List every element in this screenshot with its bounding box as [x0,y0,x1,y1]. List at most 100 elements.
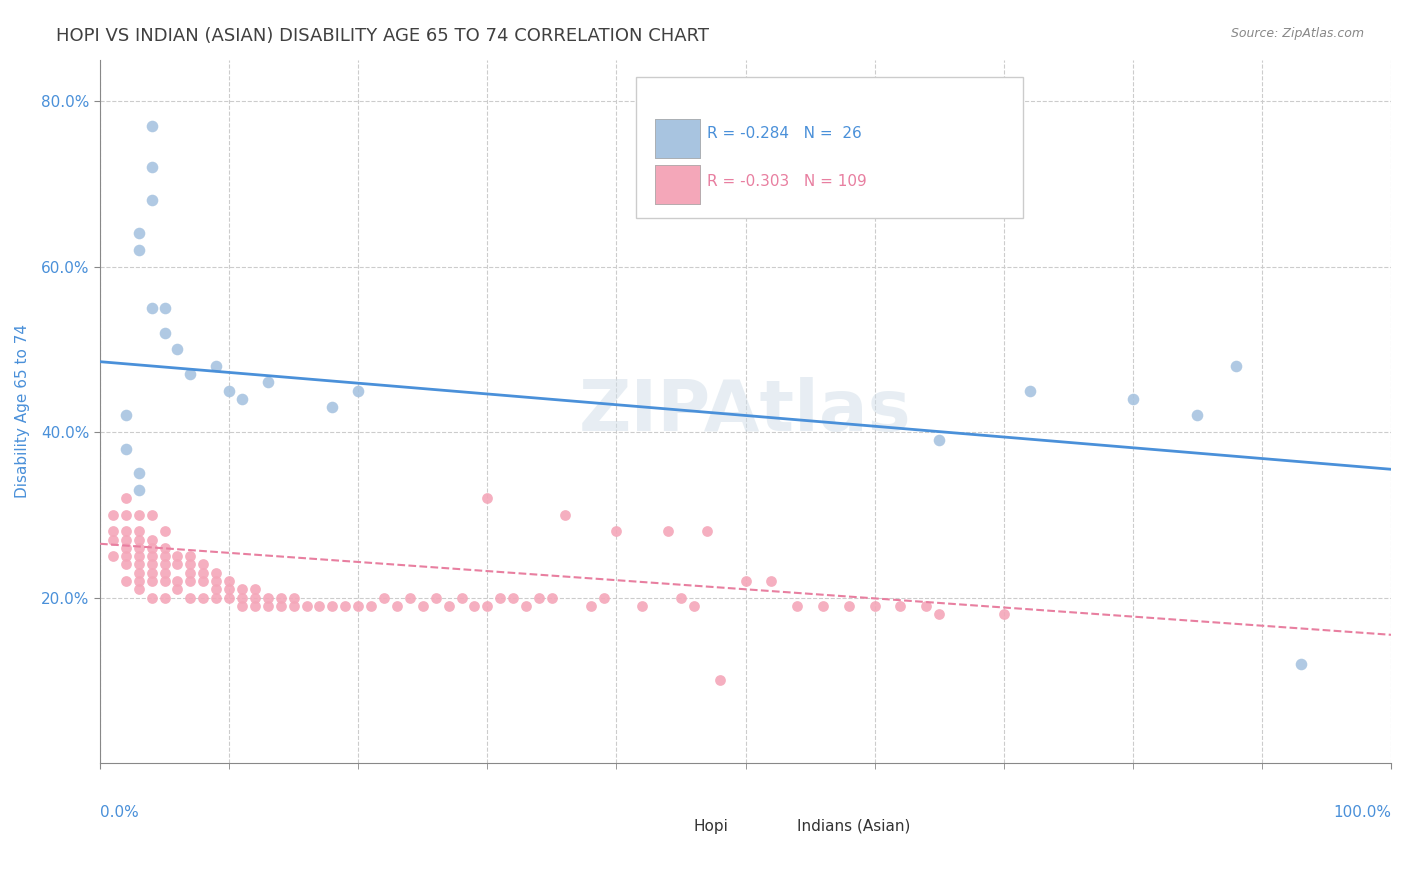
Point [863,599,886,613]
Point [153,524,176,539]
Point [115,409,138,423]
Point [257,591,280,605]
Text: 100.0%: 100.0% [1333,805,1391,821]
Point [218,384,240,398]
Point [179,591,201,605]
Point [683,599,706,613]
Point [141,549,163,564]
Point [128,508,150,522]
Point [1289,657,1312,671]
Point [166,549,188,564]
FancyBboxPatch shape [655,165,700,203]
Point [425,591,447,605]
Point [141,558,163,572]
Point [166,574,188,588]
Point [308,599,330,613]
Point [696,524,718,539]
Point [141,591,163,605]
Point [270,599,292,613]
Point [218,591,240,605]
Point [101,549,124,564]
Point [1225,359,1247,373]
Point [477,599,499,613]
Text: ZIPAtlas: ZIPAtlas [579,376,912,446]
Point [554,508,576,522]
Point [115,574,138,588]
Point [101,524,124,539]
Point [437,599,460,613]
Point [243,582,266,597]
Point [993,607,1015,621]
Point [450,591,472,605]
Point [166,582,188,597]
Point [243,591,266,605]
Point [205,359,228,373]
Point [270,591,292,605]
Point [243,599,266,613]
Point [205,574,228,588]
Point [193,566,215,580]
Point [141,194,163,208]
Point [101,533,124,547]
Point [399,591,422,605]
Point [128,558,150,572]
Text: Indians (Asian): Indians (Asian) [797,819,911,834]
Point [179,367,201,381]
Point [115,558,138,572]
Point [283,591,305,605]
Point [179,566,201,580]
Point [360,599,382,613]
Point [179,574,201,588]
Point [489,591,512,605]
Point [153,558,176,572]
Point [257,599,280,613]
Point [657,524,679,539]
FancyBboxPatch shape [758,817,790,837]
Point [889,599,911,613]
Point [373,591,395,605]
Text: Hopi: Hopi [695,819,728,834]
Point [101,508,124,522]
Point [141,533,163,547]
Point [412,599,434,613]
FancyBboxPatch shape [655,817,688,837]
Point [128,467,150,481]
Point [115,508,138,522]
Point [115,541,138,555]
Point [218,582,240,597]
Point [166,558,188,572]
Point [141,508,163,522]
Point [477,491,499,506]
Point [115,491,138,506]
Point [141,541,163,555]
Point [166,343,188,357]
Text: Source: ZipAtlas.com: Source: ZipAtlas.com [1230,27,1364,40]
Point [631,599,654,613]
Point [295,599,318,613]
FancyBboxPatch shape [655,120,700,158]
Text: HOPI VS INDIAN (ASIAN) DISABILITY AGE 65 TO 74 CORRELATION CHART: HOPI VS INDIAN (ASIAN) DISABILITY AGE 65… [56,27,709,45]
Point [128,533,150,547]
Point [761,574,783,588]
Point [128,541,150,555]
Point [527,591,550,605]
Point [928,607,950,621]
Point [193,591,215,605]
Point [838,599,860,613]
Point [321,401,343,415]
Point [915,599,938,613]
Point [115,533,138,547]
Point [115,442,138,456]
Point [179,549,201,564]
Point [193,574,215,588]
Point [128,549,150,564]
Point [179,558,201,572]
Point [1122,392,1144,406]
Point [231,392,253,406]
Point [141,574,163,588]
Point [231,582,253,597]
Point [231,599,253,613]
Point [335,599,357,613]
Point [928,434,950,448]
Point [1187,409,1209,423]
